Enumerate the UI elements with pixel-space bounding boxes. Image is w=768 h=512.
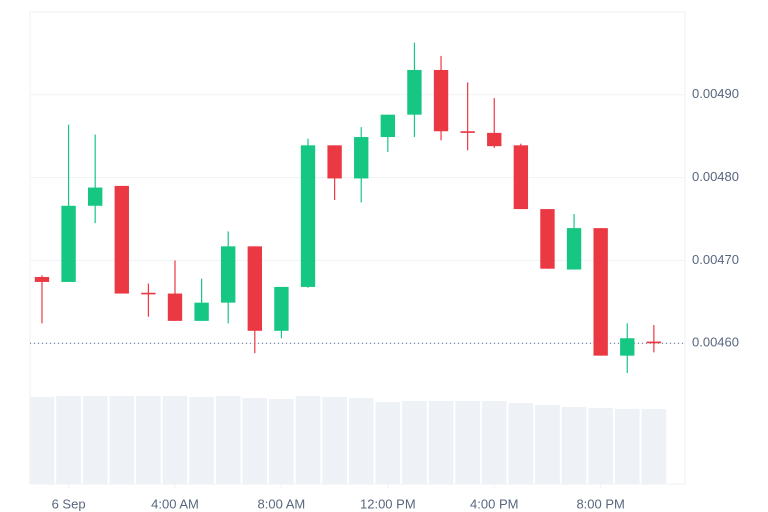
candle-body — [593, 228, 608, 356]
candle-body — [61, 205, 76, 282]
candle-body — [247, 246, 262, 331]
y-tick-label: 0.00470 — [692, 252, 739, 267]
volume-bar — [136, 396, 161, 484]
volume-bar — [82, 396, 108, 484]
volume-bar — [215, 396, 241, 484]
candle-body — [354, 137, 369, 179]
candle-body — [487, 132, 502, 147]
candle-body — [194, 302, 209, 321]
volume-bar — [428, 401, 454, 484]
volume-bar — [29, 397, 55, 484]
candle-body — [433, 69, 449, 132]
volume-bar — [641, 409, 667, 484]
volume-bar — [508, 403, 534, 484]
x-tick-label: 8:00 PM — [576, 496, 624, 511]
volume-bar — [588, 408, 613, 484]
volume-bar — [455, 401, 480, 484]
candle-body — [380, 114, 396, 138]
candle-body — [327, 145, 342, 179]
candle-body — [274, 286, 289, 331]
volume-bar — [295, 396, 321, 484]
candle-body — [646, 341, 662, 344]
volume-bar — [535, 405, 560, 484]
candle-body — [540, 209, 555, 269]
volume-bar — [481, 401, 507, 484]
candle-body — [141, 292, 156, 295]
volume-bar — [162, 396, 188, 484]
candle-body — [34, 276, 50, 282]
candle-body — [620, 338, 635, 356]
volume-bar — [375, 402, 401, 484]
candle-body — [513, 145, 529, 210]
volume-bar — [402, 401, 427, 484]
volume-bar — [348, 398, 374, 484]
volume-bar — [56, 396, 81, 484]
x-tick-label: 6 Sep — [52, 496, 86, 511]
candle-body — [407, 69, 422, 115]
volume-bar — [561, 407, 587, 484]
candle-body — [566, 228, 582, 270]
y-tick-label: 0.00460 — [692, 335, 739, 350]
candle-body — [87, 187, 103, 206]
volume-bar — [242, 398, 268, 484]
x-tick-label: 12:00 PM — [360, 496, 416, 511]
candle-body — [114, 185, 129, 294]
y-tick-label: 0.00490 — [692, 86, 739, 101]
volume-bar — [109, 396, 135, 484]
x-tick-label: 4:00 AM — [151, 496, 199, 511]
y-tick-label: 0.00480 — [692, 169, 739, 184]
candle-body — [167, 293, 183, 321]
volume-bar — [614, 409, 640, 484]
candle-body — [460, 131, 475, 133]
x-tick-label: 4:00 PM — [470, 496, 518, 511]
volume-bar — [269, 399, 294, 484]
volume-bar — [189, 397, 214, 484]
candle-body — [221, 246, 236, 303]
candle-body — [300, 145, 316, 287]
volume-bar — [322, 397, 347, 484]
x-tick-label: 8:00 AM — [258, 496, 306, 511]
